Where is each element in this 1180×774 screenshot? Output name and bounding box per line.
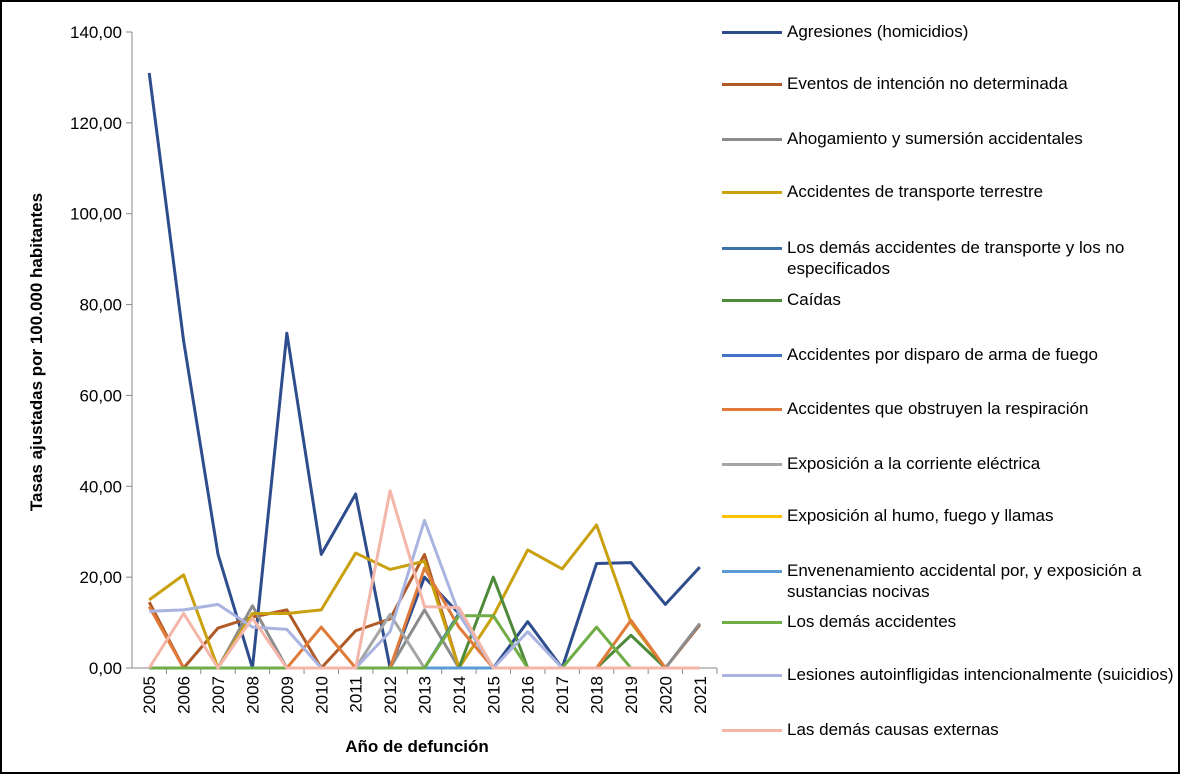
x-tick-label: 2005 <box>140 676 159 714</box>
legend-label: Los demás accidentes <box>787 612 957 631</box>
legend-label: Exposición al humo, fuego y llamas <box>787 506 1054 525</box>
legend-swatch <box>722 31 782 34</box>
legend-swatch <box>722 191 782 194</box>
series-line <box>147 489 700 670</box>
x-tick-label: 2007 <box>209 676 228 714</box>
plot: Tasas ajustadas por 100.000 habitantes A… <box>27 23 718 756</box>
y-tick-label: 40,00 <box>79 477 122 496</box>
legend-label: Exposición a la corriente eléctrica <box>787 454 1041 473</box>
legend-swatch <box>722 515 782 518</box>
legend-label: Accidentes de transporte terrestre <box>787 182 1044 201</box>
legend-label: Agresiones (homicidios) <box>787 22 969 41</box>
x-tick-label: 2021 <box>691 676 710 714</box>
legend-swatch <box>722 408 782 411</box>
y-tick-label: 120,00 <box>70 114 122 133</box>
x-tick-label: 2020 <box>656 676 675 714</box>
legend-swatch <box>722 247 782 250</box>
x-tick-label: 2011 <box>347 676 366 713</box>
legend-swatch <box>722 463 782 466</box>
y-tick-label: 20,00 <box>79 568 122 587</box>
x-tick-label: 2006 <box>175 676 194 714</box>
legend-label: Ahogamiento y sumersión accidentales <box>787 129 1083 148</box>
legend-swatch <box>722 83 782 86</box>
series-line <box>148 523 700 670</box>
x-tick-label: 2016 <box>519 676 538 714</box>
legend-label: Eventos de intención no determinada <box>787 74 1068 93</box>
y-tick-label: 0,00 <box>89 659 122 678</box>
y-tick-label: 100,00 <box>70 205 122 224</box>
legend-label: Caídas <box>787 290 841 309</box>
x-tick-label: 2014 <box>450 676 469 714</box>
series-line <box>149 614 700 670</box>
legend-label: Lesiones autoinfligidas intencionalmente… <box>787 665 1174 684</box>
legend-swatch <box>722 674 782 677</box>
x-tick-label: 2015 <box>484 676 503 714</box>
legend-swatch <box>722 299 782 302</box>
legend-label: Accidentes que obstruyen la respiración <box>787 399 1089 418</box>
series-line <box>147 72 701 670</box>
legend-swatch <box>722 138 782 141</box>
y-tick-label: 80,00 <box>79 296 122 315</box>
y-tick-label: 60,00 <box>79 386 122 405</box>
x-tick-label: 2012 <box>381 676 400 714</box>
legend-label: Las demás causas externas <box>787 720 999 739</box>
legend-swatch <box>722 621 782 624</box>
legend-label: Accidentes por disparo de arma de fuego <box>787 345 1098 364</box>
legend-label: Los demás accidentes de transporte y los… <box>787 238 1125 278</box>
x-tick-label: 2018 <box>588 676 607 714</box>
legend-swatch <box>722 570 782 573</box>
x-tick-label: 2010 <box>312 676 331 714</box>
legend-label: Envenenamiento accidental por, y exposic… <box>787 561 1142 601</box>
x-tick-label: 2019 <box>622 676 641 714</box>
y-axis-title: Tasas ajustadas por 100.000 habitantes <box>27 193 46 511</box>
x-tick-label: 2017 <box>553 676 572 714</box>
legend-swatch <box>722 729 782 732</box>
legend-swatch <box>722 354 782 357</box>
y-tick-label: 140,00 <box>70 23 122 42</box>
x-tick-label: 2013 <box>416 676 435 714</box>
x-tick-label: 2009 <box>278 676 297 714</box>
x-tick-label: 2008 <box>243 676 262 714</box>
x-axis-title: Año de defunción <box>345 737 489 756</box>
